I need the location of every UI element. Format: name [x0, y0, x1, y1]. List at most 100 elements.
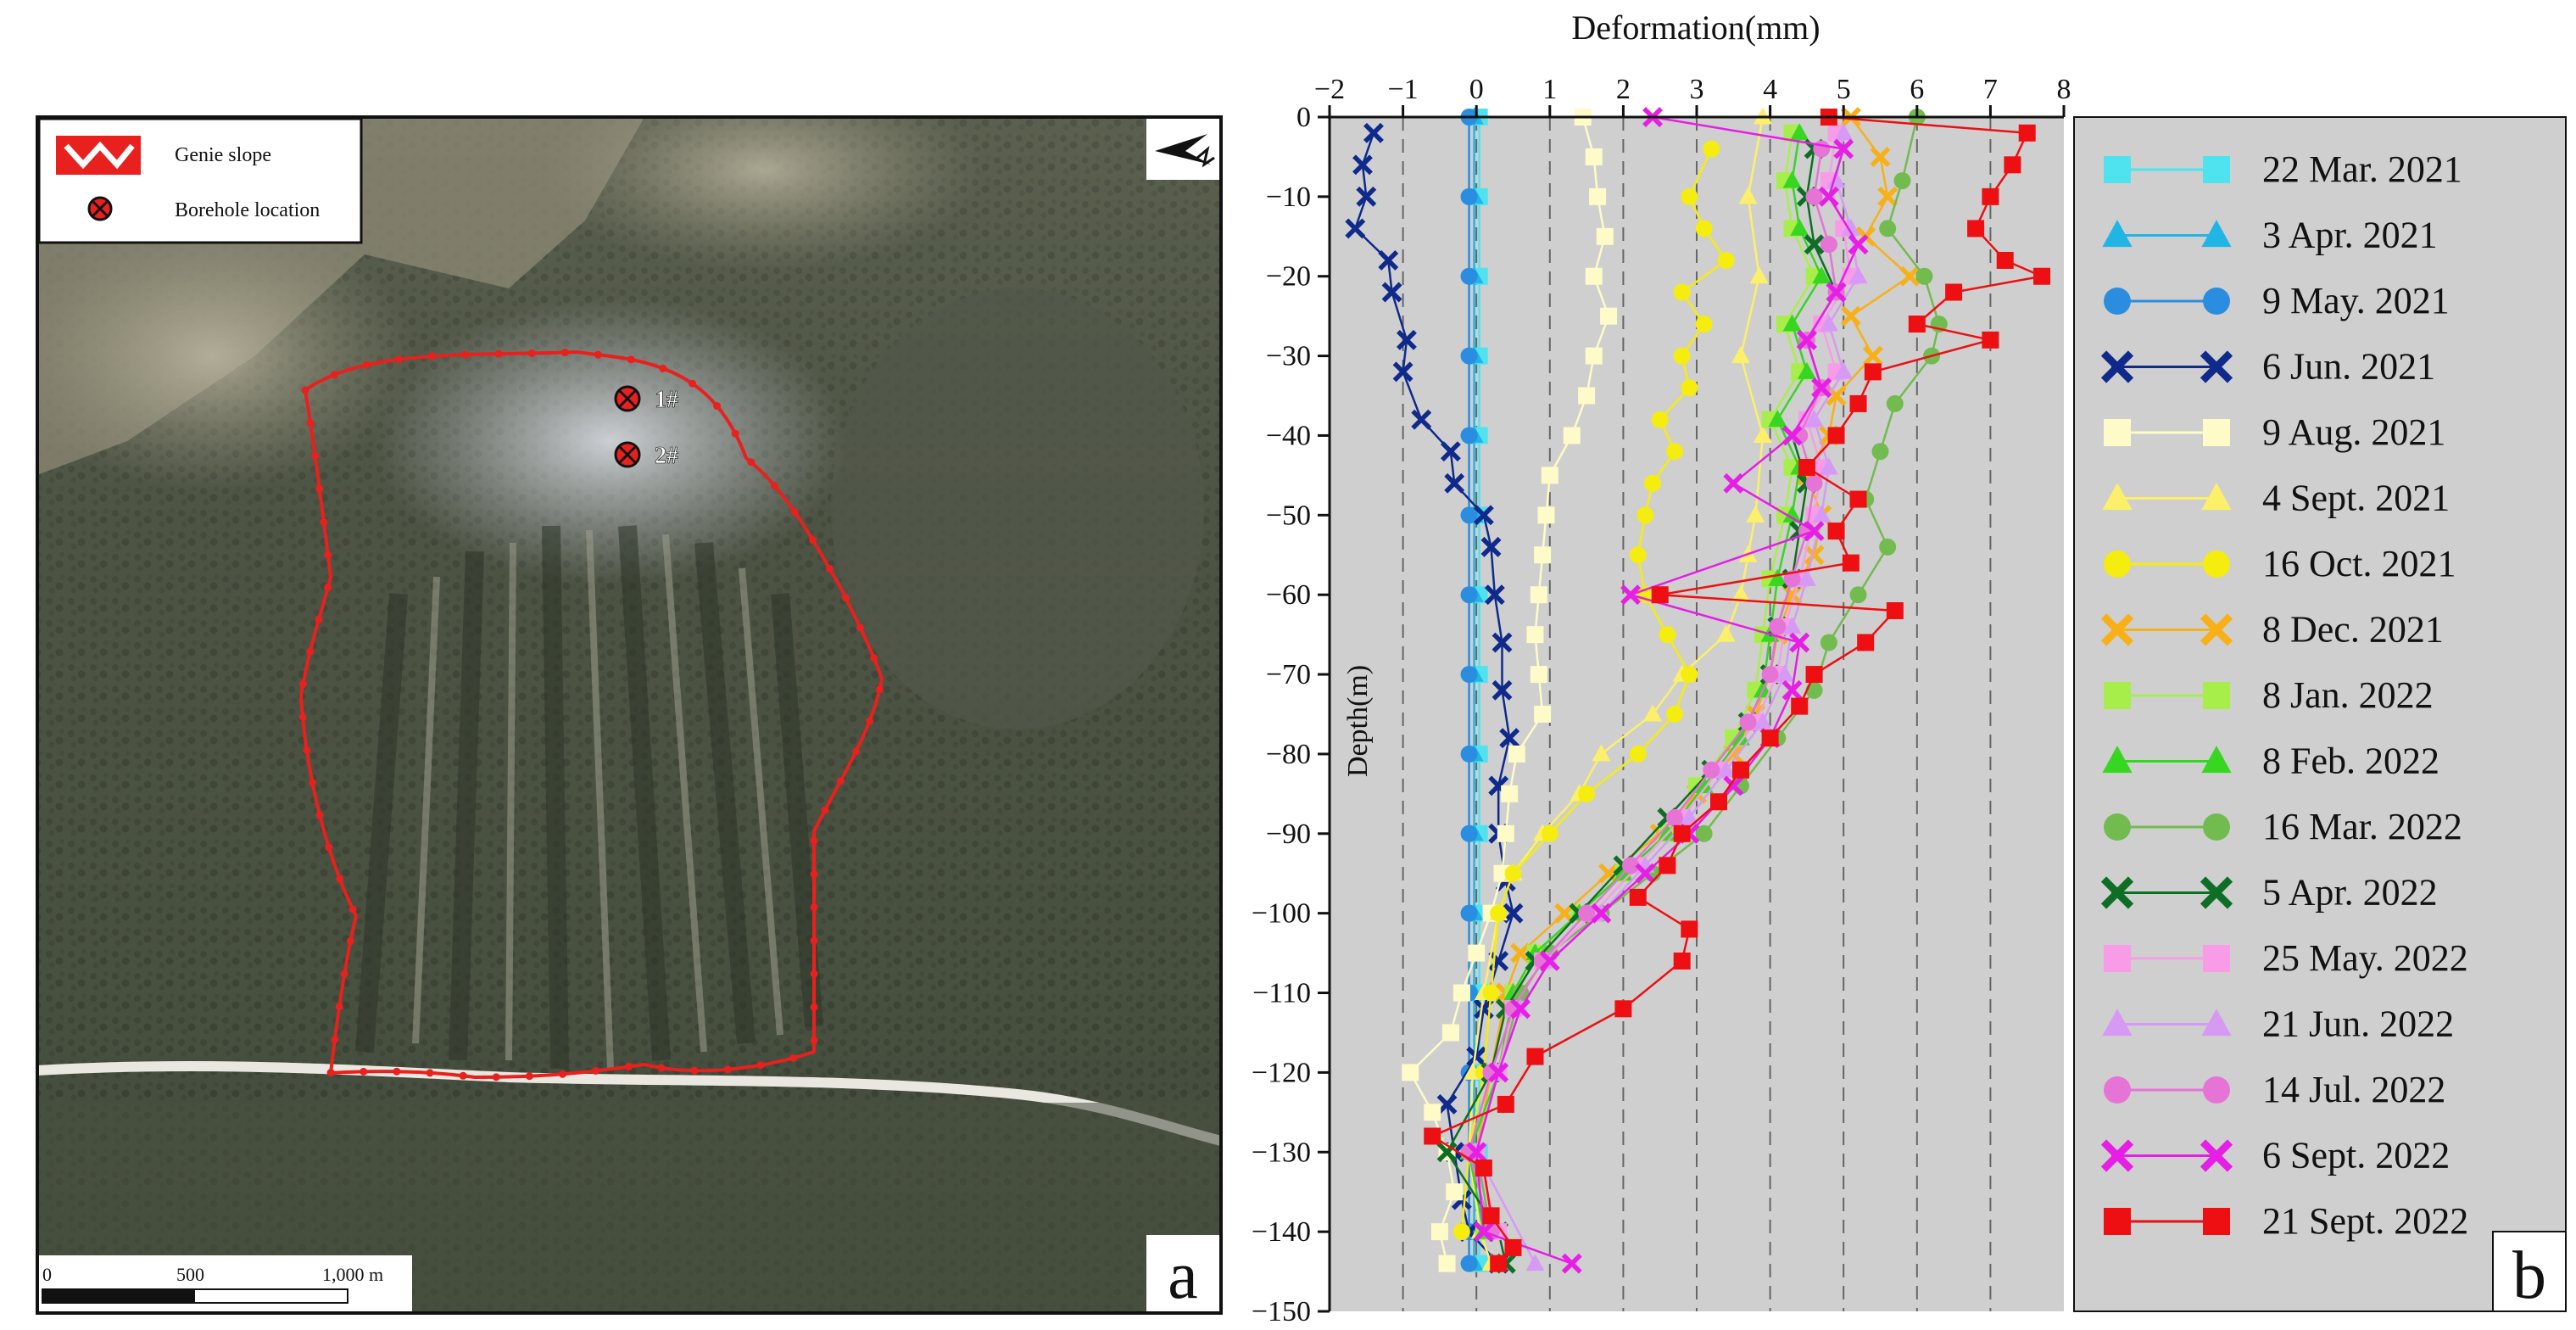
panel-label-b: b — [2512, 1238, 2546, 1313]
data-point — [1541, 824, 1558, 842]
data-point — [1827, 522, 1845, 540]
legend-marker — [2201, 1009, 2232, 1037]
legend-genie-slope-label: Genie slope — [175, 144, 271, 166]
data-point — [1492, 679, 1513, 701]
data-point — [1870, 146, 1891, 167]
y-tick-label: −100 — [1252, 898, 1311, 930]
data-point — [1826, 385, 1847, 406]
data-point — [1468, 944, 1486, 962]
data-point — [1666, 809, 1684, 827]
data-point — [1673, 347, 1691, 365]
data-point — [2033, 267, 2051, 285]
panel-label-a: a — [1146, 1235, 1219, 1313]
x-tick-label: −1 — [1388, 74, 1419, 105]
data-point — [1484, 584, 1505, 606]
boundary-tick — [335, 1003, 343, 1011]
data-point — [1812, 266, 1832, 284]
x-tick-label: 1 — [1542, 74, 1557, 105]
data-point — [1781, 425, 1803, 446]
data-point — [1460, 745, 1478, 763]
y-axis-title: Depth(m) — [1342, 665, 1374, 777]
boundary-tick — [346, 937, 354, 946]
legend-items: 22 Mar. 2021 3 Apr. 2021 9 May. 2021 6 Jun.… — [2100, 148, 2468, 1242]
data-point — [1441, 1024, 1459, 1042]
legend-marker — [2104, 682, 2131, 709]
data-point — [1819, 457, 1838, 475]
data-point — [1526, 626, 1544, 644]
y-tick-label: −150 — [1252, 1296, 1311, 1327]
data-point — [1694, 775, 1714, 793]
legend-item: 6 Jun. 2021 — [2100, 346, 2435, 388]
legend-marker — [2100, 1139, 2134, 1172]
x-tick-label: −2 — [1314, 74, 1345, 105]
data-point — [1473, 1221, 1494, 1243]
data-point — [1848, 266, 1868, 284]
legend-label: 14 Jul. 2022 — [2262, 1069, 2445, 1110]
data-point — [1659, 626, 1676, 644]
data-point — [1681, 920, 1698, 938]
panel-label-a-text: a — [1168, 1238, 1198, 1313]
data-point — [1381, 282, 1402, 303]
data-point — [1849, 394, 1867, 412]
data-point — [1629, 546, 1647, 564]
data-point — [1510, 942, 1531, 964]
series-7 — [1452, 140, 1735, 1241]
boundary-tick — [723, 1065, 732, 1074]
data-point — [1849, 586, 1867, 604]
chart-legend: 22 Mar. 2021 3 Apr. 2021 9 May. 2021 6 Jun.… — [2073, 116, 2567, 1313]
data-point — [1578, 387, 1596, 405]
y-tick-label: −20 — [1266, 261, 1311, 293]
boundary-tick — [362, 360, 371, 369]
data-point — [1392, 361, 1413, 383]
legend-label: 21 Jun. 2022 — [2262, 1003, 2454, 1045]
borehole-2-label: 2# — [655, 443, 678, 469]
boundary-tick — [306, 419, 315, 428]
legend-marker — [2100, 613, 2134, 646]
data-point — [1585, 347, 1603, 365]
data-point — [1530, 666, 1547, 684]
legend-marker — [2200, 350, 2233, 383]
boundary-tick — [821, 806, 829, 814]
data-point — [1585, 267, 1603, 285]
legend-marker — [2100, 876, 2134, 909]
data-point — [1396, 329, 1417, 350]
data-point — [1673, 824, 1691, 842]
data-point — [1782, 314, 1802, 332]
legend-marker — [2203, 682, 2230, 709]
data-point — [1789, 632, 1810, 653]
y-tick-label: −110 — [1252, 978, 1311, 1009]
boundary-tick — [841, 594, 850, 602]
data-point — [1436, 1142, 1458, 1163]
data-point — [1805, 187, 1823, 205]
data-point — [1862, 345, 1883, 366]
legend-marker — [2203, 288, 2230, 315]
data-point — [1967, 220, 1985, 238]
legend-marker — [2203, 1076, 2230, 1104]
legend-item: 21 Sept. 2022 — [2104, 1200, 2468, 1242]
legend-item: 16 Oct. 2021 — [2104, 543, 2456, 584]
data-point — [1738, 187, 1758, 204]
x-tick-label: 8 — [2057, 74, 2071, 105]
data-point — [1644, 474, 1662, 492]
data-point — [1345, 218, 1366, 239]
data-point — [1444, 472, 1465, 494]
data-point — [1731, 761, 1749, 779]
data-point — [1480, 536, 1502, 557]
y-tick-label: −140 — [1252, 1216, 1311, 1248]
data-point — [1497, 824, 1514, 842]
legend-item: 8 Dec. 2021 — [2100, 609, 2444, 651]
boundary-tick — [336, 875, 344, 883]
data-point — [1492, 632, 1513, 653]
data-point — [1460, 904, 1478, 922]
data-point — [1908, 316, 1926, 333]
legend-item: 8 Feb. 2022 — [2102, 740, 2439, 782]
data-point — [1769, 618, 1787, 635]
data-point — [1797, 568, 1816, 586]
legend-item: 8 Jan. 2022 — [2104, 674, 2434, 716]
data-point — [1378, 250, 1399, 271]
data-point — [1411, 409, 1432, 430]
data-point — [1473, 505, 1494, 526]
data-point — [2018, 124, 2036, 142]
boundary-tick — [525, 1072, 533, 1081]
